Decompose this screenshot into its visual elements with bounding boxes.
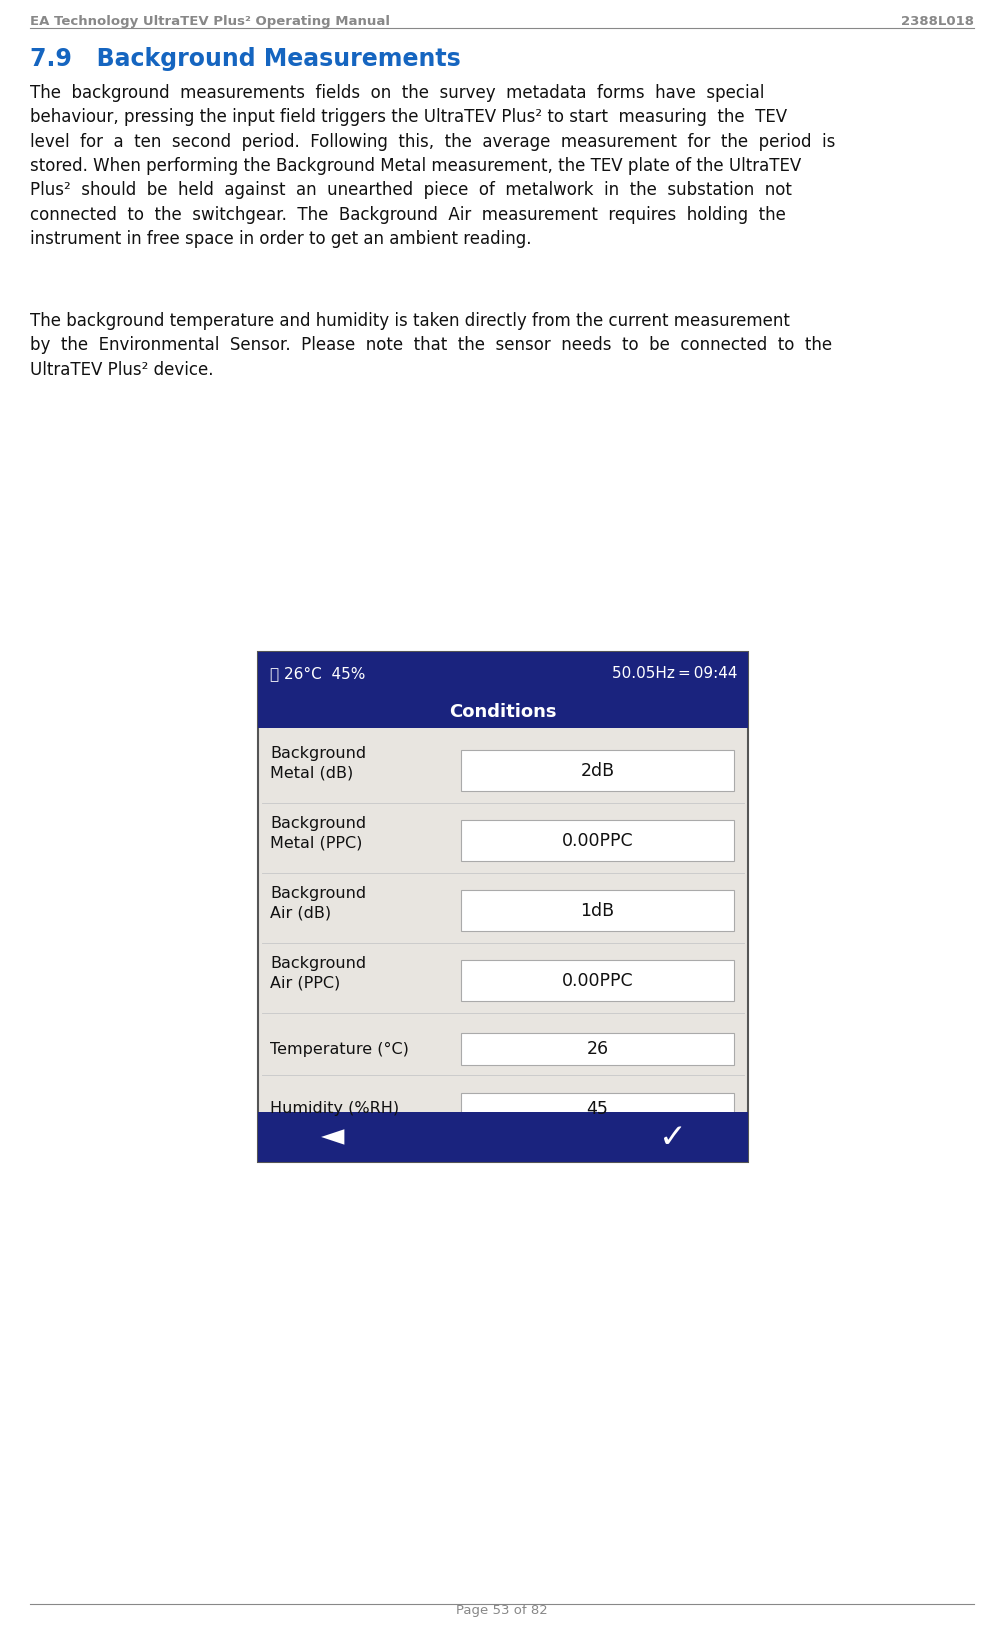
Bar bbox=[258, 1111, 747, 1162]
Text: Page 53 of 82: Page 53 of 82 bbox=[455, 1604, 548, 1617]
Text: 0.00PPC: 0.00PPC bbox=[561, 971, 633, 989]
Text: Background: Background bbox=[270, 816, 366, 831]
Text: Metal (dB): Metal (dB) bbox=[270, 765, 353, 782]
Bar bbox=[460, 1093, 733, 1124]
Text: Humidity (%RH): Humidity (%RH) bbox=[270, 1102, 399, 1116]
Text: 1dB: 1dB bbox=[580, 901, 614, 919]
Text: Temperature (°C): Temperature (°C) bbox=[270, 1041, 408, 1056]
Bar bbox=[258, 653, 747, 1162]
Text: Air (PPC): Air (PPC) bbox=[270, 976, 340, 991]
Text: The background temperature and humidity is taken directly from the current measu: The background temperature and humidity … bbox=[30, 312, 831, 379]
Text: 2388L018: 2388L018 bbox=[900, 15, 973, 28]
Text: ◄: ◄ bbox=[321, 1123, 344, 1152]
Text: 🎤 26°C  45%: 🎤 26°C 45% bbox=[270, 666, 365, 682]
Text: ✓: ✓ bbox=[658, 1121, 686, 1154]
Text: Background: Background bbox=[270, 746, 366, 761]
Bar bbox=[460, 821, 733, 860]
Text: The  background  measurements  fields  on  the  survey  metadata  forms  have  s: The background measurements fields on th… bbox=[30, 83, 834, 248]
Text: 26: 26 bbox=[586, 1040, 608, 1058]
Text: 2dB: 2dB bbox=[580, 762, 614, 780]
Text: 0.00PPC: 0.00PPC bbox=[561, 831, 633, 850]
Text: Air (dB): Air (dB) bbox=[270, 906, 331, 920]
Text: EA Technology UltraTEV Plus² Operating Manual: EA Technology UltraTEV Plus² Operating M… bbox=[30, 15, 389, 28]
Text: Background: Background bbox=[270, 956, 366, 971]
Bar bbox=[460, 960, 733, 1000]
Bar bbox=[460, 1033, 733, 1066]
Text: Metal (PPC): Metal (PPC) bbox=[270, 836, 362, 850]
Bar bbox=[460, 751, 733, 790]
Text: Conditions: Conditions bbox=[448, 703, 557, 721]
Bar bbox=[258, 695, 747, 728]
Text: 7.9   Background Measurements: 7.9 Background Measurements bbox=[30, 47, 460, 72]
Text: 50.05Hz ═ 09:44: 50.05Hz ═ 09:44 bbox=[612, 666, 737, 682]
Bar bbox=[258, 653, 747, 695]
Bar bbox=[460, 891, 733, 930]
Text: Background: Background bbox=[270, 886, 366, 901]
Text: 45: 45 bbox=[586, 1100, 608, 1118]
